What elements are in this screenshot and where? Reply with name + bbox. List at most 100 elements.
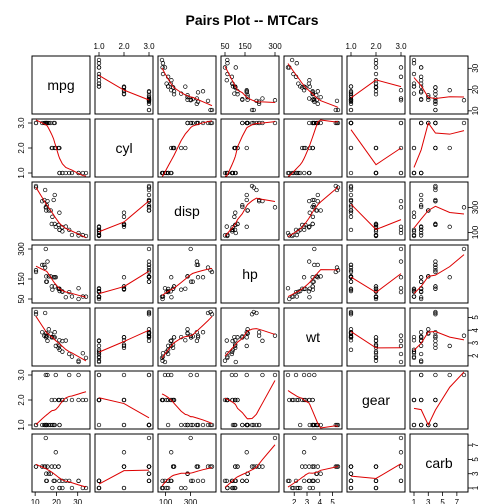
point (188, 372, 193, 378)
point (179, 145, 184, 151)
panel-carb-carb: carb (409, 433, 469, 493)
panel-hp-disp (157, 244, 217, 304)
panel-frame (157, 181, 217, 241)
point (166, 286, 171, 292)
point (195, 275, 201, 280)
point (146, 333, 152, 338)
point (121, 88, 127, 93)
panel-wt-cyl (94, 307, 154, 367)
point (33, 185, 39, 190)
point (398, 230, 404, 236)
smooth-line (350, 331, 402, 349)
point (348, 203, 354, 208)
panel-hp-gear (346, 244, 406, 304)
point (418, 227, 424, 232)
point (348, 145, 354, 151)
point (48, 274, 53, 279)
point (43, 310, 48, 316)
point (312, 120, 317, 126)
point (45, 372, 50, 378)
point (96, 232, 102, 238)
point (272, 372, 278, 378)
point (418, 279, 424, 284)
point (398, 289, 404, 295)
point (289, 397, 295, 403)
point (302, 478, 307, 484)
diagonal-label-gear: gear (362, 392, 390, 408)
point (418, 97, 424, 102)
point (69, 294, 75, 299)
panel-frame (283, 307, 343, 367)
point (200, 330, 206, 335)
point (240, 97, 245, 102)
point (45, 259, 50, 264)
point (169, 372, 174, 378)
point (260, 338, 265, 343)
point (285, 372, 291, 378)
point (433, 145, 438, 151)
diagonal-label-cyl: cyl (115, 140, 132, 156)
point (233, 359, 238, 365)
panel-frame (94, 118, 154, 178)
smooth-line (98, 469, 150, 485)
point (348, 84, 354, 89)
point (373, 286, 379, 292)
panel-frame (346, 118, 406, 178)
panel-mpg-hp (220, 55, 280, 115)
point (418, 351, 424, 357)
point (315, 275, 320, 280)
point (244, 422, 249, 428)
tick-label: 100 (159, 498, 173, 504)
point (398, 246, 404, 252)
point (411, 214, 417, 219)
point (348, 478, 354, 484)
panel-frame (157, 370, 217, 430)
point (411, 84, 417, 89)
point (244, 330, 249, 335)
point (285, 170, 291, 176)
panel-frame (220, 307, 280, 367)
panel-frame (94, 370, 154, 430)
point (53, 224, 58, 229)
point (96, 294, 102, 299)
point (76, 358, 81, 363)
smooth-line (287, 63, 339, 108)
tick-label: 20 (52, 498, 61, 504)
diagonal-label-wt: wt (305, 329, 320, 345)
point (348, 227, 354, 233)
point (307, 224, 312, 229)
point (418, 74, 424, 79)
point (398, 343, 404, 349)
point (121, 224, 127, 229)
point (348, 464, 354, 469)
point (169, 145, 174, 151)
point (160, 296, 165, 302)
point (310, 485, 316, 491)
point (171, 145, 177, 151)
point (171, 335, 177, 340)
point (60, 485, 65, 491)
point (461, 205, 467, 210)
point (398, 435, 404, 441)
point (165, 347, 171, 352)
point (121, 397, 127, 403)
point (205, 422, 211, 428)
point (398, 286, 404, 291)
panel-carb-hp (220, 433, 280, 493)
point (433, 183, 438, 189)
point (256, 422, 262, 428)
point (348, 197, 354, 203)
point (146, 198, 152, 204)
point (348, 310, 354, 316)
point (165, 422, 171, 428)
tick-label: 50 (221, 42, 230, 51)
point (447, 145, 452, 151)
panel-frame (220, 433, 280, 493)
point (433, 286, 438, 291)
point (146, 205, 152, 210)
point (49, 335, 54, 340)
point (447, 343, 452, 349)
point (76, 286, 81, 291)
point (50, 485, 55, 491)
point (168, 81, 173, 86)
